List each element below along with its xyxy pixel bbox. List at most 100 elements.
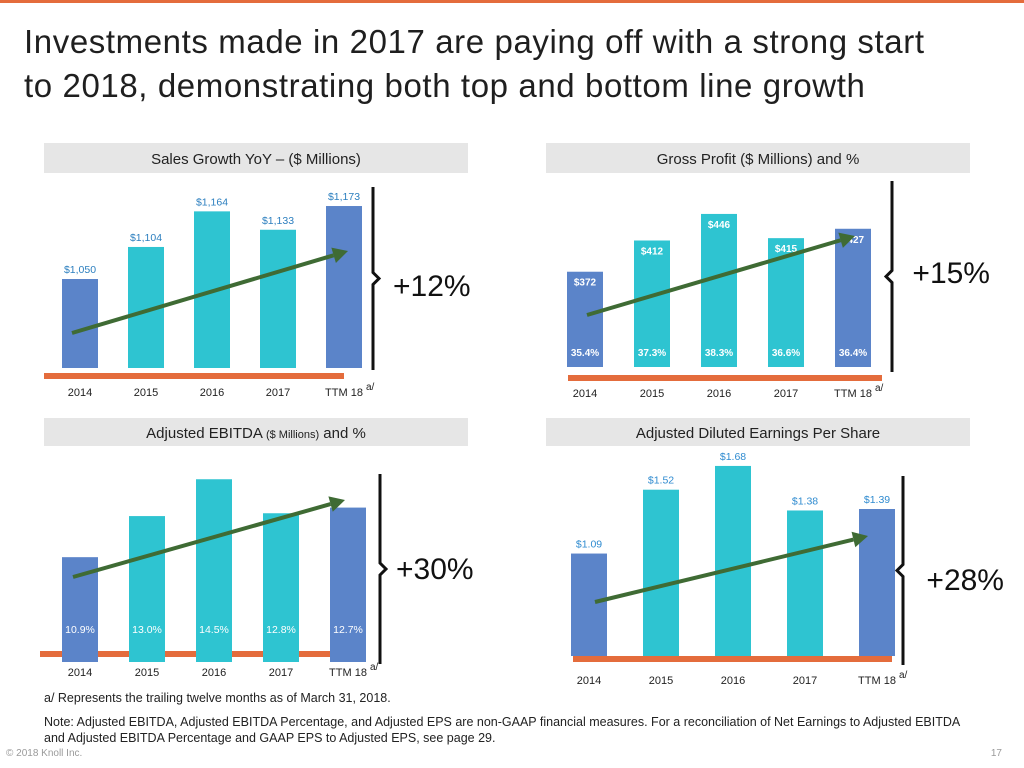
gross-profit-category-label: 2015 [640, 388, 664, 400]
sales-growth-title: Sales Growth YoY – ($ Millions) [151, 151, 361, 168]
gross-profit-title-main: Gross Profit ($ Millions) and % [657, 151, 860, 168]
gross-profit-category-label: 2016 [707, 388, 731, 400]
sales-growth-value-label: $1,164 [196, 196, 228, 208]
gross-profit-category-superscript: a/ [875, 383, 884, 394]
adjusted-ebitda-trend-arrow-line [72, 502, 332, 579]
sales-growth-bar-2014 [62, 279, 98, 368]
adjusted-eps-bar-ttm-18 [859, 509, 895, 656]
adjusted-ebitda-baseline-band [40, 651, 344, 657]
gross-profit-value-label: $412 [641, 246, 664, 257]
gross-profit-value-label: $427 [842, 235, 865, 246]
adjusted-ebitda-pct-label: 12.7% [333, 624, 363, 636]
sales-growth-value-label: $1,050 [64, 264, 96, 276]
adjusted-eps-bar-2014 [571, 553, 607, 656]
slide-title: Investments made in 2017 are paying off … [24, 20, 1004, 108]
gross-profit-title: Gross Profit ($ Millions) and % [657, 151, 860, 168]
sales-growth-trend-arrow-head [331, 247, 348, 263]
sales-growth-header-band [44, 143, 468, 173]
sales-growth-bar-2017 [260, 229, 296, 368]
adjusted-eps-baseline-band [573, 656, 892, 662]
title-line-2: to 2018, demonstrating both top and bott… [24, 67, 866, 104]
adjusted-eps-category-label: 2016 [721, 675, 745, 687]
gross-profit-category-label: TTM 18 [834, 388, 872, 400]
gross-profit-baseline-band [568, 375, 882, 381]
adjusted-ebitda-bar-2016 [196, 479, 232, 662]
gross-profit-bar-2015 [634, 240, 670, 367]
adjusted-eps-category-label: TTM 18 [858, 675, 896, 687]
adjusted-eps-value-label: $1.39 [864, 494, 890, 506]
adjusted-eps-value-label: $1.68 [720, 451, 746, 463]
adjusted-ebitda-pct-label: 10.9% [65, 624, 95, 636]
sales-growth-category-label: 2015 [134, 387, 158, 399]
gross-profit-pct-label: 38.3% [705, 348, 733, 359]
sales-growth-trend-arrow-line [71, 253, 335, 335]
page-number: 17 [990, 748, 1002, 759]
adjusted-ebitda-growth-bracket [378, 474, 389, 664]
adjusted-eps-value-label: $1.09 [576, 539, 602, 551]
gross-profit-bar-2016 [701, 213, 737, 367]
adjusted-ebitda-title-suffix: and % [319, 425, 366, 442]
adjusted-eps-category-superscript: a/ [899, 670, 908, 681]
gross-profit-pct-label: 36.6% [772, 348, 800, 359]
adjusted-eps-category-label: 2014 [577, 675, 601, 687]
adjusted-eps-title-main: Adjusted Diluted Earnings Per Share [636, 425, 880, 442]
gross-profit-trend-arrow-line [586, 238, 842, 317]
non-gaap-note: Note: Adjusted EBITDA, Adjusted EBITDA P… [44, 714, 994, 746]
adjusted-eps-header-band [546, 418, 970, 446]
sales-growth-category-label: 2014 [68, 387, 92, 399]
sales-growth-category-label: 2016 [200, 387, 224, 399]
adjusted-eps-bar-2016 [715, 465, 751, 656]
note-line-2: and Adjusted EBITDA Percentage and GAAP … [44, 731, 496, 745]
sales-growth-growth-bracket [371, 187, 382, 370]
gross-profit-category-label: 2014 [573, 388, 597, 400]
adjusted-ebitda-pct-label: 13.0% [132, 624, 162, 636]
gross-profit-category-label: 2017 [774, 388, 798, 400]
adjusted-ebitda-growth-label: +30% [396, 553, 474, 586]
gross-profit-growth-bracket [883, 181, 894, 372]
adjusted-ebitda-category-label: 2015 [135, 667, 159, 679]
adjusted-eps-value-label: $1.52 [648, 475, 674, 487]
adjusted-eps-trend-arrow-head [851, 531, 868, 548]
adjusted-ebitda-value-label: $145 [269, 499, 293, 511]
adjusted-ebitda-value-label: $114 [69, 543, 92, 555]
adjusted-eps-value-label: $1.38 [792, 495, 818, 507]
gross-profit-pct-label: 36.4% [839, 348, 867, 359]
adjusted-ebitda-category-label: 2014 [68, 667, 92, 679]
sales-growth-value-label: $1,173 [328, 191, 360, 203]
adjusted-ebitda-value-label: $169 [202, 465, 226, 477]
gross-profit-value-label: $415 [775, 244, 798, 255]
gross-profit-growth-label: +15% [912, 257, 990, 290]
gross-profit-pct-label: 37.3% [638, 348, 666, 359]
sales-growth-growth-label: +12% [393, 270, 471, 303]
adjusted-eps-growth-bracket [894, 476, 905, 665]
adjusted-ebitda-title: Adjusted EBITDA ($ Millions) and % [146, 425, 366, 442]
adjusted-ebitda-value-label: $143 [135, 502, 159, 514]
gross-profit-value-label: $372 [574, 278, 597, 289]
gross-profit-pct-label: 35.4% [571, 348, 599, 359]
note-line-1: Note: Adjusted EBITDA, Adjusted EBITDA P… [44, 715, 961, 729]
sales-growth-value-label: $1,133 [262, 215, 294, 227]
adjusted-ebitda-category-superscript: a/ [370, 662, 379, 673]
adjusted-ebitda-category-label: 2016 [202, 667, 226, 679]
title-line-1: Investments made in 2017 are paying off … [24, 23, 925, 60]
adjusted-eps-bar-2015 [643, 489, 679, 656]
sales-growth-category-label: 2017 [266, 387, 290, 399]
adjusted-ebitda-trend-arrow-head [328, 496, 345, 512]
adjusted-eps-growth-label: +28% [926, 564, 1004, 597]
sales-growth-category-label: TTM 18 [325, 387, 363, 399]
adjusted-ebitda-category-label: 2017 [269, 667, 293, 679]
sales-growth-category-superscript: a/ [366, 382, 375, 393]
gross-profit-trend-arrow-head [838, 232, 855, 248]
adjusted-ebitda-title-main: Adjusted EBITDA [146, 425, 263, 442]
adjusted-ebitda-category-label: TTM 18 [329, 667, 367, 679]
top-accent-line [0, 0, 1024, 3]
adjusted-ebitda-pct-label: 14.5% [199, 624, 229, 636]
